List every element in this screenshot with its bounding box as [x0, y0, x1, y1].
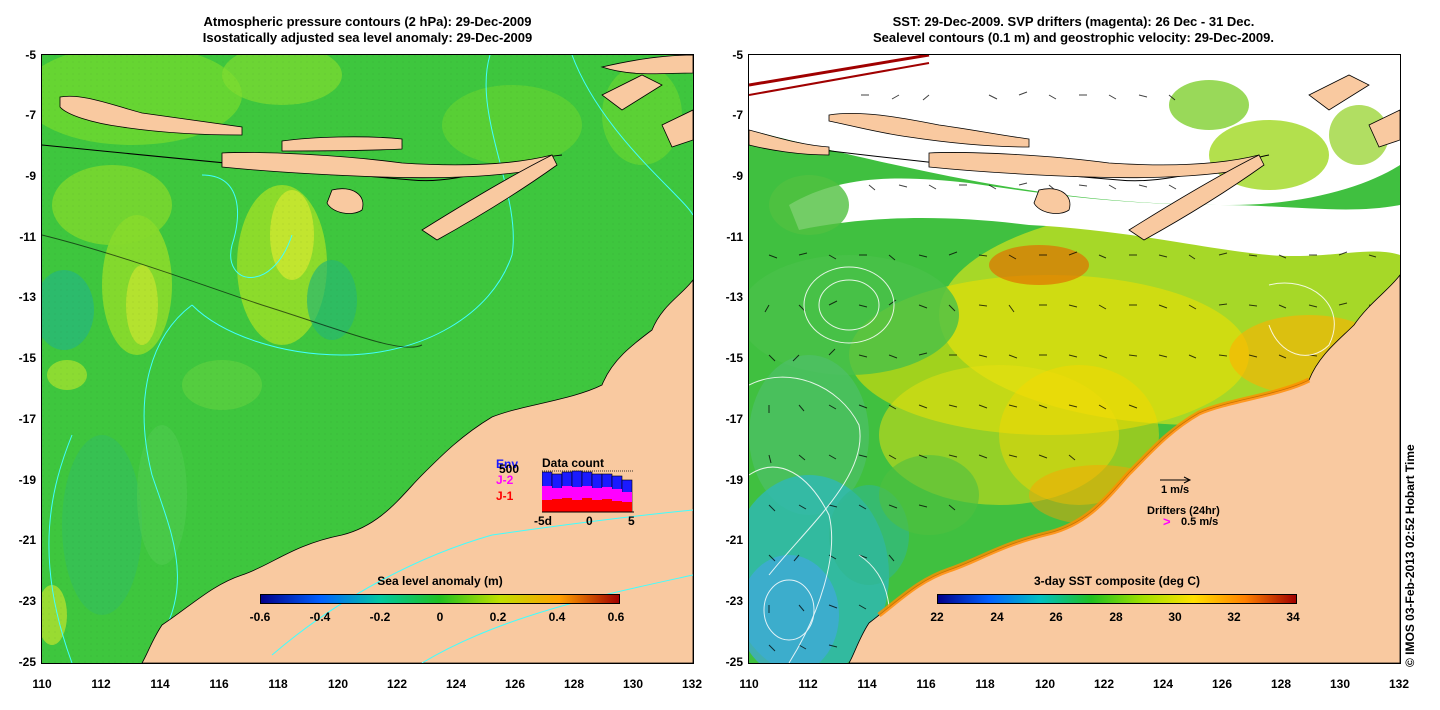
x-tick-label: 122 — [386, 677, 408, 691]
x-tick-label: 120 — [1034, 677, 1056, 691]
left-axis-frame — [41, 54, 694, 664]
x-tick-label: 132 — [1388, 677, 1410, 691]
left-title-line2: Isostatically adjusted sea level anomaly… — [202, 30, 533, 45]
x-tick-label: 116 — [209, 677, 229, 691]
copyright-text: © IMOS 03-Feb-2013 02:52 Hobart Time — [1403, 444, 1417, 667]
drifter-scale-label: 0.5 m/s — [1181, 516, 1219, 528]
right-title-line1: SST: 29-Dec-2009. SVP drifters (magenta)… — [892, 14, 1255, 29]
y-tick-label: -25 — [725, 655, 743, 669]
right-colorbar-title: 3-day SST composite (deg C) — [1033, 574, 1201, 588]
x-tick-label: 128 — [563, 677, 585, 691]
x-tick-label: 112 — [798, 677, 818, 691]
velocity-scale-arrow — [1160, 476, 1192, 484]
x-tick-label: 110 — [32, 677, 52, 691]
x-tick-label: 132 — [681, 677, 703, 691]
right-colorbar-tick: 32 — [1227, 610, 1241, 624]
x-tick-label: 124 — [1152, 677, 1174, 691]
drifter-scale-arrow-icon: > — [1163, 514, 1171, 529]
x-tick-label: 130 — [622, 677, 644, 691]
sst-map — [749, 55, 1400, 663]
legend-j1: J-1 — [496, 489, 514, 503]
y-tick-label: -11 — [19, 230, 36, 244]
x-tick-label: 120 — [327, 677, 349, 691]
x-tick-label: 122 — [1093, 677, 1115, 691]
data-count-title: Data count — [542, 456, 605, 470]
count-axis-label: 0 — [586, 514, 593, 528]
x-tick-label: 110 — [739, 677, 759, 691]
sea-level-anomaly-map — [42, 55, 693, 663]
right-colorbar-tick: 30 — [1168, 610, 1182, 624]
left-panel-title: Atmospheric pressure contours (2 hPa): 2… — [42, 14, 693, 46]
x-tick-label: 126 — [1211, 677, 1233, 691]
y-tick-label: -7 — [25, 108, 36, 122]
right-axis-frame — [748, 54, 1401, 664]
y-tick-label: -25 — [18, 655, 36, 669]
count-label: 500 — [499, 462, 520, 476]
left-title-line1: Atmospheric pressure contours (2 hPa): 2… — [203, 14, 532, 29]
x-tick-label: 130 — [1329, 677, 1351, 691]
y-tick-label: -5 — [732, 48, 743, 62]
y-tick-label: -11 — [726, 230, 743, 244]
right-colorbar-tick: 28 — [1109, 610, 1123, 624]
count-axis-label: -5d — [534, 514, 552, 528]
left-colorbar-tick: -0.6 — [249, 610, 271, 624]
left-colorbar-tick: -0.4 — [309, 610, 331, 624]
legend-j2: J-2 — [496, 473, 514, 487]
left-colorbar-tick: 0.4 — [548, 610, 566, 624]
right-colorbar-tick: 34 — [1286, 610, 1300, 624]
y-tick-label: -17 — [725, 412, 743, 426]
left-colorbar-tick: 0.2 — [489, 610, 507, 624]
x-tick-label: 128 — [1270, 677, 1292, 691]
x-tick-label: 126 — [504, 677, 526, 691]
y-tick-label: -9 — [25, 169, 36, 183]
x-tick-label: 124 — [445, 677, 467, 691]
drifter-legend-title: Drifters (24hr) — [1147, 505, 1220, 517]
y-tick-label: -19 — [725, 473, 743, 487]
right-colorbar — [937, 594, 1297, 604]
x-tick-label: 114 — [857, 677, 877, 691]
y-tick-label: -15 — [725, 351, 743, 365]
y-tick-label: -21 — [18, 533, 36, 547]
y-tick-label: -21 — [725, 533, 743, 547]
y-tick-label: -9 — [732, 169, 743, 183]
y-tick-label: -7 — [732, 108, 743, 122]
y-tick-label: -13 — [725, 290, 743, 304]
right-title-line2: Sealevel contours (0.1 m) and geostrophi… — [873, 30, 1274, 45]
left-colorbar — [260, 594, 620, 604]
x-tick-label: 112 — [91, 677, 111, 691]
right-colorbar-tick: 24 — [990, 610, 1004, 624]
left-colorbar-tick: 0 — [436, 610, 444, 624]
y-tick-label: -15 — [18, 351, 36, 365]
y-tick-label: -5 — [25, 48, 36, 62]
x-tick-label: 114 — [150, 677, 170, 691]
y-tick-label: -19 — [18, 473, 36, 487]
left-colorbar-title: Sea level anomaly (m) — [377, 574, 503, 588]
y-tick-label: -23 — [725, 594, 743, 608]
left-colorbar-tick: -0.2 — [369, 610, 391, 624]
x-tick-label: 116 — [916, 677, 936, 691]
left-colorbar-tick: 0.6 — [607, 610, 625, 624]
data-count-histogram — [542, 470, 634, 513]
y-tick-label: -13 — [18, 290, 36, 304]
y-tick-label: -17 — [18, 412, 36, 426]
right-panel-title: SST: 29-Dec-2009. SVP drifters (magenta)… — [748, 14, 1399, 46]
right-colorbar-tick: 22 — [930, 610, 944, 624]
x-tick-label: 118 — [975, 677, 995, 691]
legend-env: Env — [496, 457, 519, 471]
right-colorbar-tick: 26 — [1049, 610, 1063, 624]
velocity-scale-label: 1 m/s — [1161, 484, 1190, 496]
x-tick-label: 118 — [268, 677, 288, 691]
count-axis-label: 5 — [628, 514, 635, 528]
y-tick-label: -23 — [18, 594, 36, 608]
